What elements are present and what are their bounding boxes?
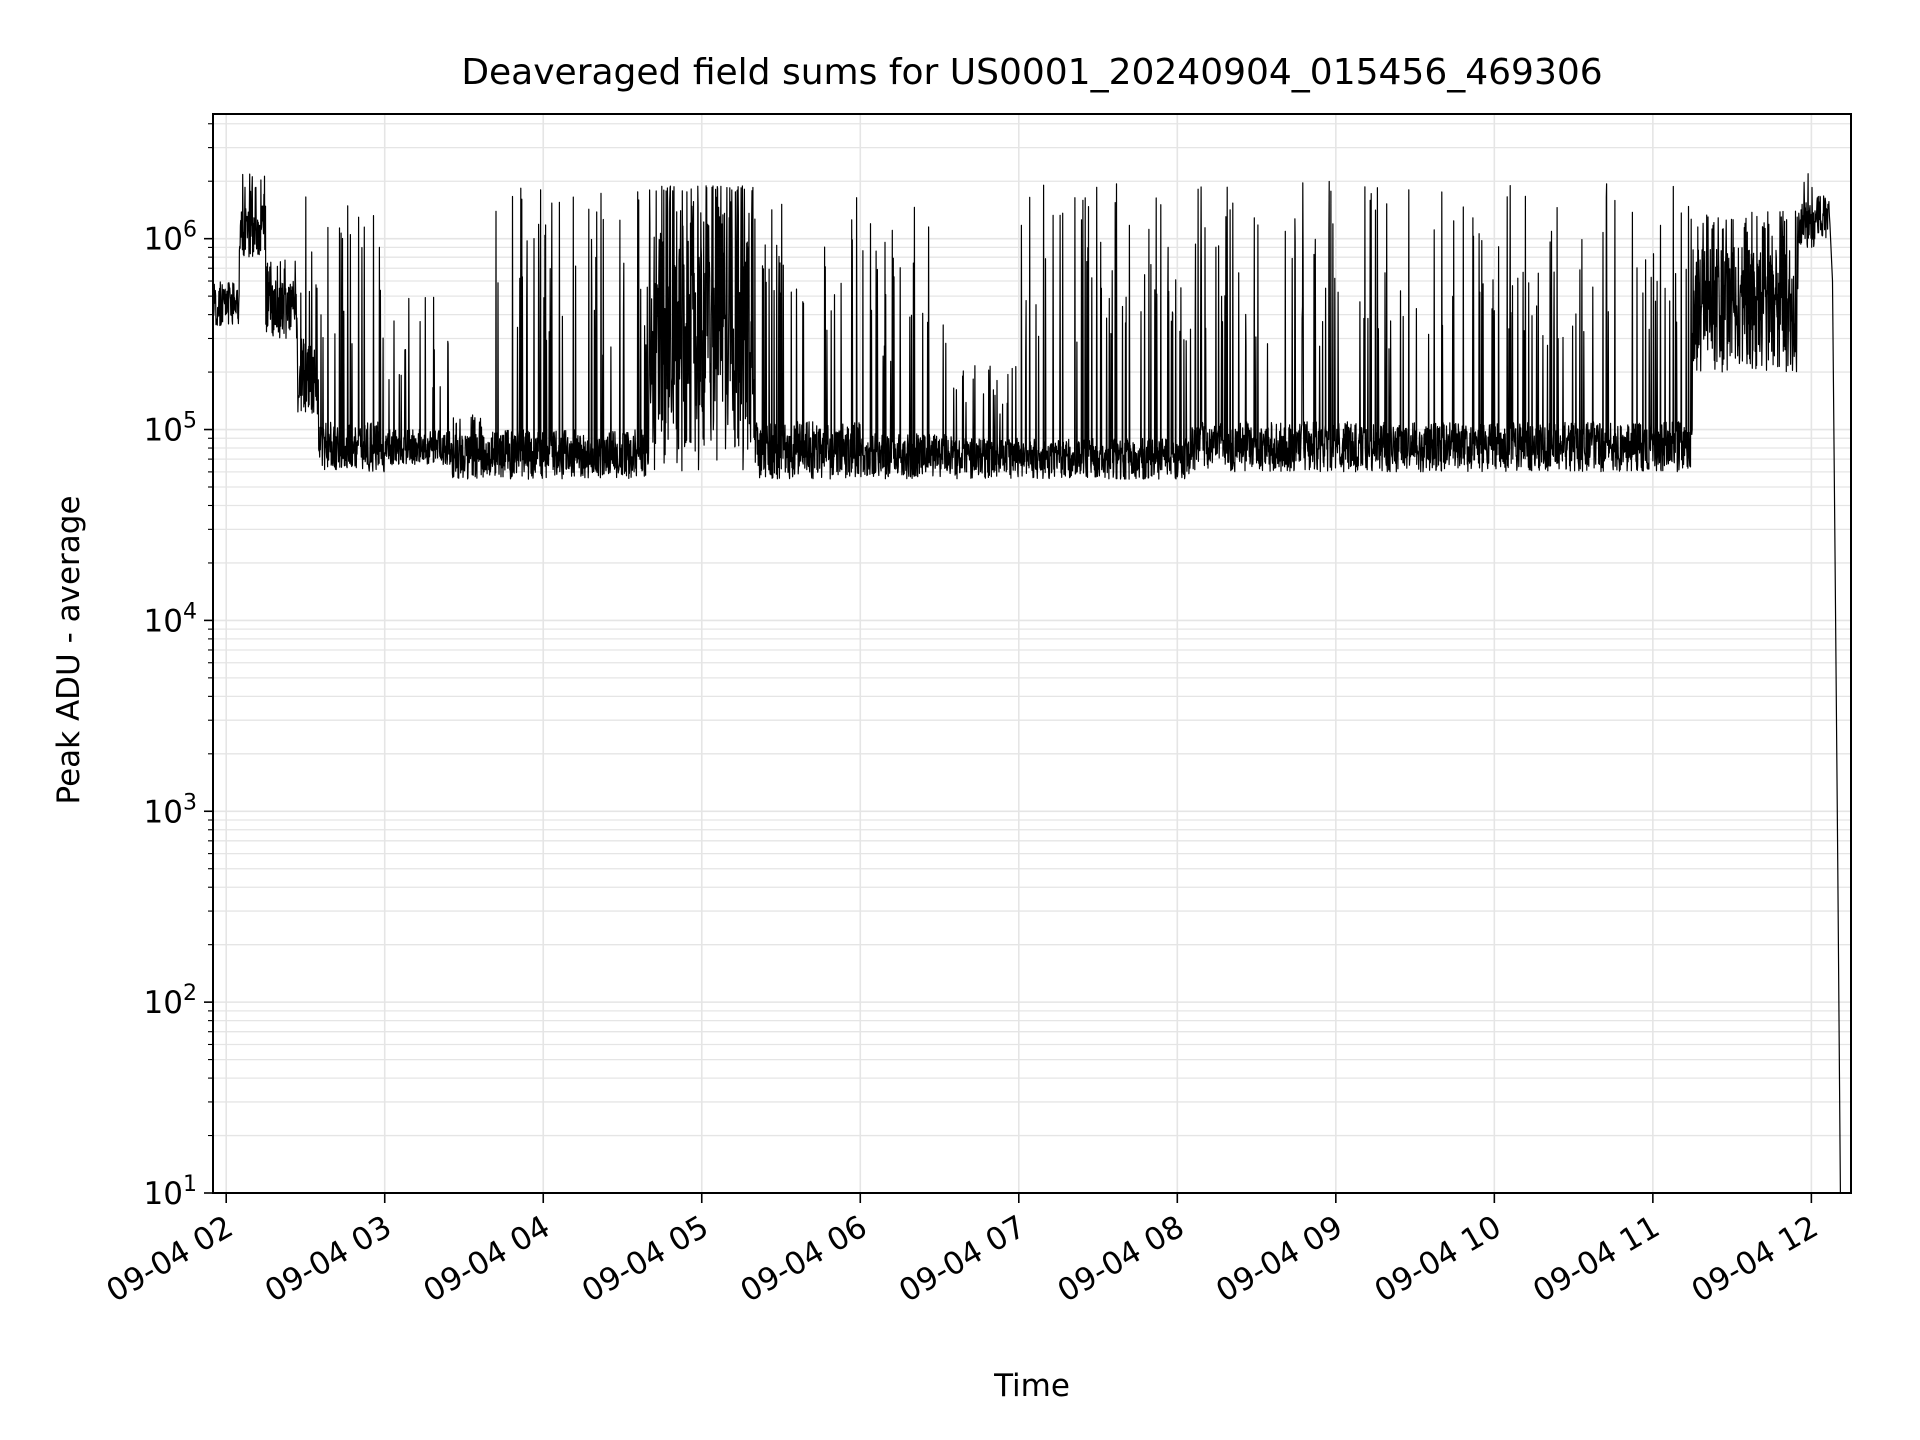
- y-tick-label: 103: [144, 790, 197, 830]
- y-tick-label: 105: [144, 409, 197, 449]
- x-tick-label: 09-04 08: [1052, 1209, 1191, 1310]
- x-axis-label: Time: [993, 1368, 1070, 1404]
- x-tick-label: 09-04 05: [576, 1209, 715, 1310]
- x-tick-label: 09-04 09: [1210, 1209, 1349, 1310]
- y-tick-label: 106: [144, 218, 197, 258]
- y-tick-label: 102: [144, 981, 197, 1021]
- x-tick-label: 09-04 06: [735, 1209, 874, 1310]
- x-tick-label: 09-04 10: [1369, 1209, 1508, 1310]
- chart-title: Deaveraged field sums for US0001_2024090…: [461, 52, 1602, 93]
- x-tick-label: 09-04 03: [259, 1209, 398, 1310]
- series-line: [212, 173, 1841, 1194]
- x-tick-label: 09-04 04: [418, 1209, 557, 1310]
- x-tick-label: 09-04 02: [100, 1209, 239, 1310]
- y-axis-label: Peak ADU - average: [51, 495, 87, 804]
- grid-lines: [213, 114, 1851, 1194]
- x-tick-label: 09-04 12: [1686, 1209, 1825, 1310]
- series-layer: [212, 173, 1841, 1194]
- x-tick-label: 09-04 11: [1527, 1209, 1666, 1310]
- y-tick-label: 101: [144, 1172, 197, 1212]
- plot-frame: [212, 113, 1852, 1194]
- y-tick-label: 104: [144, 599, 197, 639]
- x-tick-label: 09-04 07: [893, 1209, 1032, 1310]
